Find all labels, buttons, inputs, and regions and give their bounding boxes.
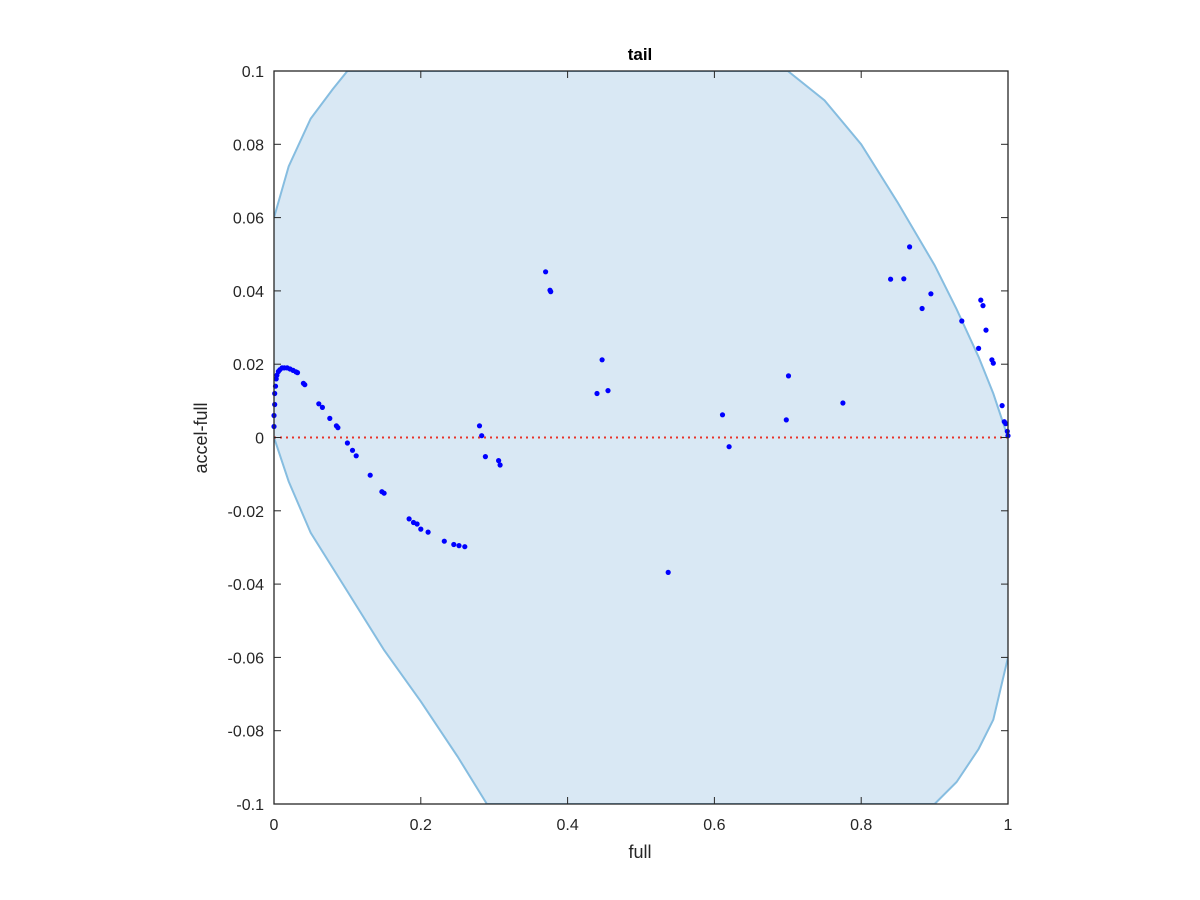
data-point (406, 516, 412, 522)
data-point (976, 345, 982, 351)
y-tick-label: -0.1 (236, 797, 264, 814)
ticks-layer: 0 0.2 0.4 0.6 0.8 1 0.1 0.08 0.06 0.04 0.02 0 -0.02 -… (228, 64, 1013, 834)
data-point (919, 305, 925, 312)
data-point (425, 529, 431, 535)
data-point (496, 458, 502, 464)
data-point (840, 400, 846, 406)
y-tick-label: 0.1 (242, 64, 264, 81)
data-point (451, 541, 457, 548)
data-point (978, 297, 984, 303)
y-tick-label: 0 (255, 431, 264, 448)
data-point (548, 289, 554, 295)
data-point (497, 462, 503, 468)
x-tick-label: 0.8 (850, 817, 872, 834)
data-point (456, 543, 462, 549)
data-point (605, 388, 611, 394)
y-tick-label: 0.02 (233, 357, 264, 374)
data-point (990, 360, 996, 366)
y-tick-label: -0.08 (228, 724, 265, 741)
data-point (335, 425, 341, 431)
y-tick-label: -0.06 (228, 650, 265, 667)
data-point (414, 521, 420, 527)
data-point (479, 433, 485, 439)
data-point (319, 404, 325, 410)
data-point (441, 538, 447, 544)
data-point (959, 318, 965, 324)
data-point (316, 401, 322, 407)
data-point (462, 544, 468, 550)
x-tick-label: 0 (270, 817, 279, 834)
x-tick-label: 0.6 (703, 817, 725, 834)
data-point (272, 390, 278, 397)
chart-title: tail (628, 45, 653, 64)
data-point (482, 454, 488, 460)
data-point (381, 490, 387, 496)
data-point (726, 444, 732, 450)
data-point (907, 244, 913, 250)
y-tick-label: 0.06 (233, 211, 264, 228)
y-tick-label: 0.04 (233, 284, 264, 301)
data-point (928, 291, 934, 297)
y-tick-label: -0.02 (228, 504, 265, 521)
y-tick-label: -0.04 (228, 577, 265, 594)
region-upper-boundary (274, 71, 1008, 438)
data-point (272, 401, 278, 408)
data-point (367, 472, 373, 478)
data-point (294, 370, 301, 376)
data-point (1003, 421, 1009, 427)
data-point (302, 382, 308, 388)
data-point (719, 412, 726, 418)
data-point (543, 269, 549, 275)
data-point (599, 357, 605, 363)
data-point (980, 303, 986, 309)
data-point (901, 276, 907, 282)
data-point (983, 327, 989, 333)
x-tick-label: 1 (1004, 817, 1013, 834)
y-tick-label: 0.08 (233, 137, 264, 154)
data-point (418, 526, 424, 532)
data-point (888, 276, 894, 282)
data-point (349, 447, 356, 453)
data-point (999, 403, 1005, 409)
data-point (785, 373, 792, 379)
region-lower-boundary (274, 437, 1008, 804)
data-point (1004, 428, 1010, 434)
data-point (344, 440, 350, 446)
x-tick-label: 0.4 (556, 817, 578, 834)
data-point (665, 569, 671, 576)
x-tick-label: 0.2 (410, 817, 432, 834)
data-point (353, 453, 359, 459)
data-point (476, 423, 483, 429)
data-point (783, 417, 789, 423)
y-axis-label: accel-full (191, 402, 211, 473)
points-layer (271, 244, 1011, 576)
x-axis-label: full (628, 842, 651, 862)
data-point (594, 390, 600, 397)
data-point (327, 415, 333, 421)
